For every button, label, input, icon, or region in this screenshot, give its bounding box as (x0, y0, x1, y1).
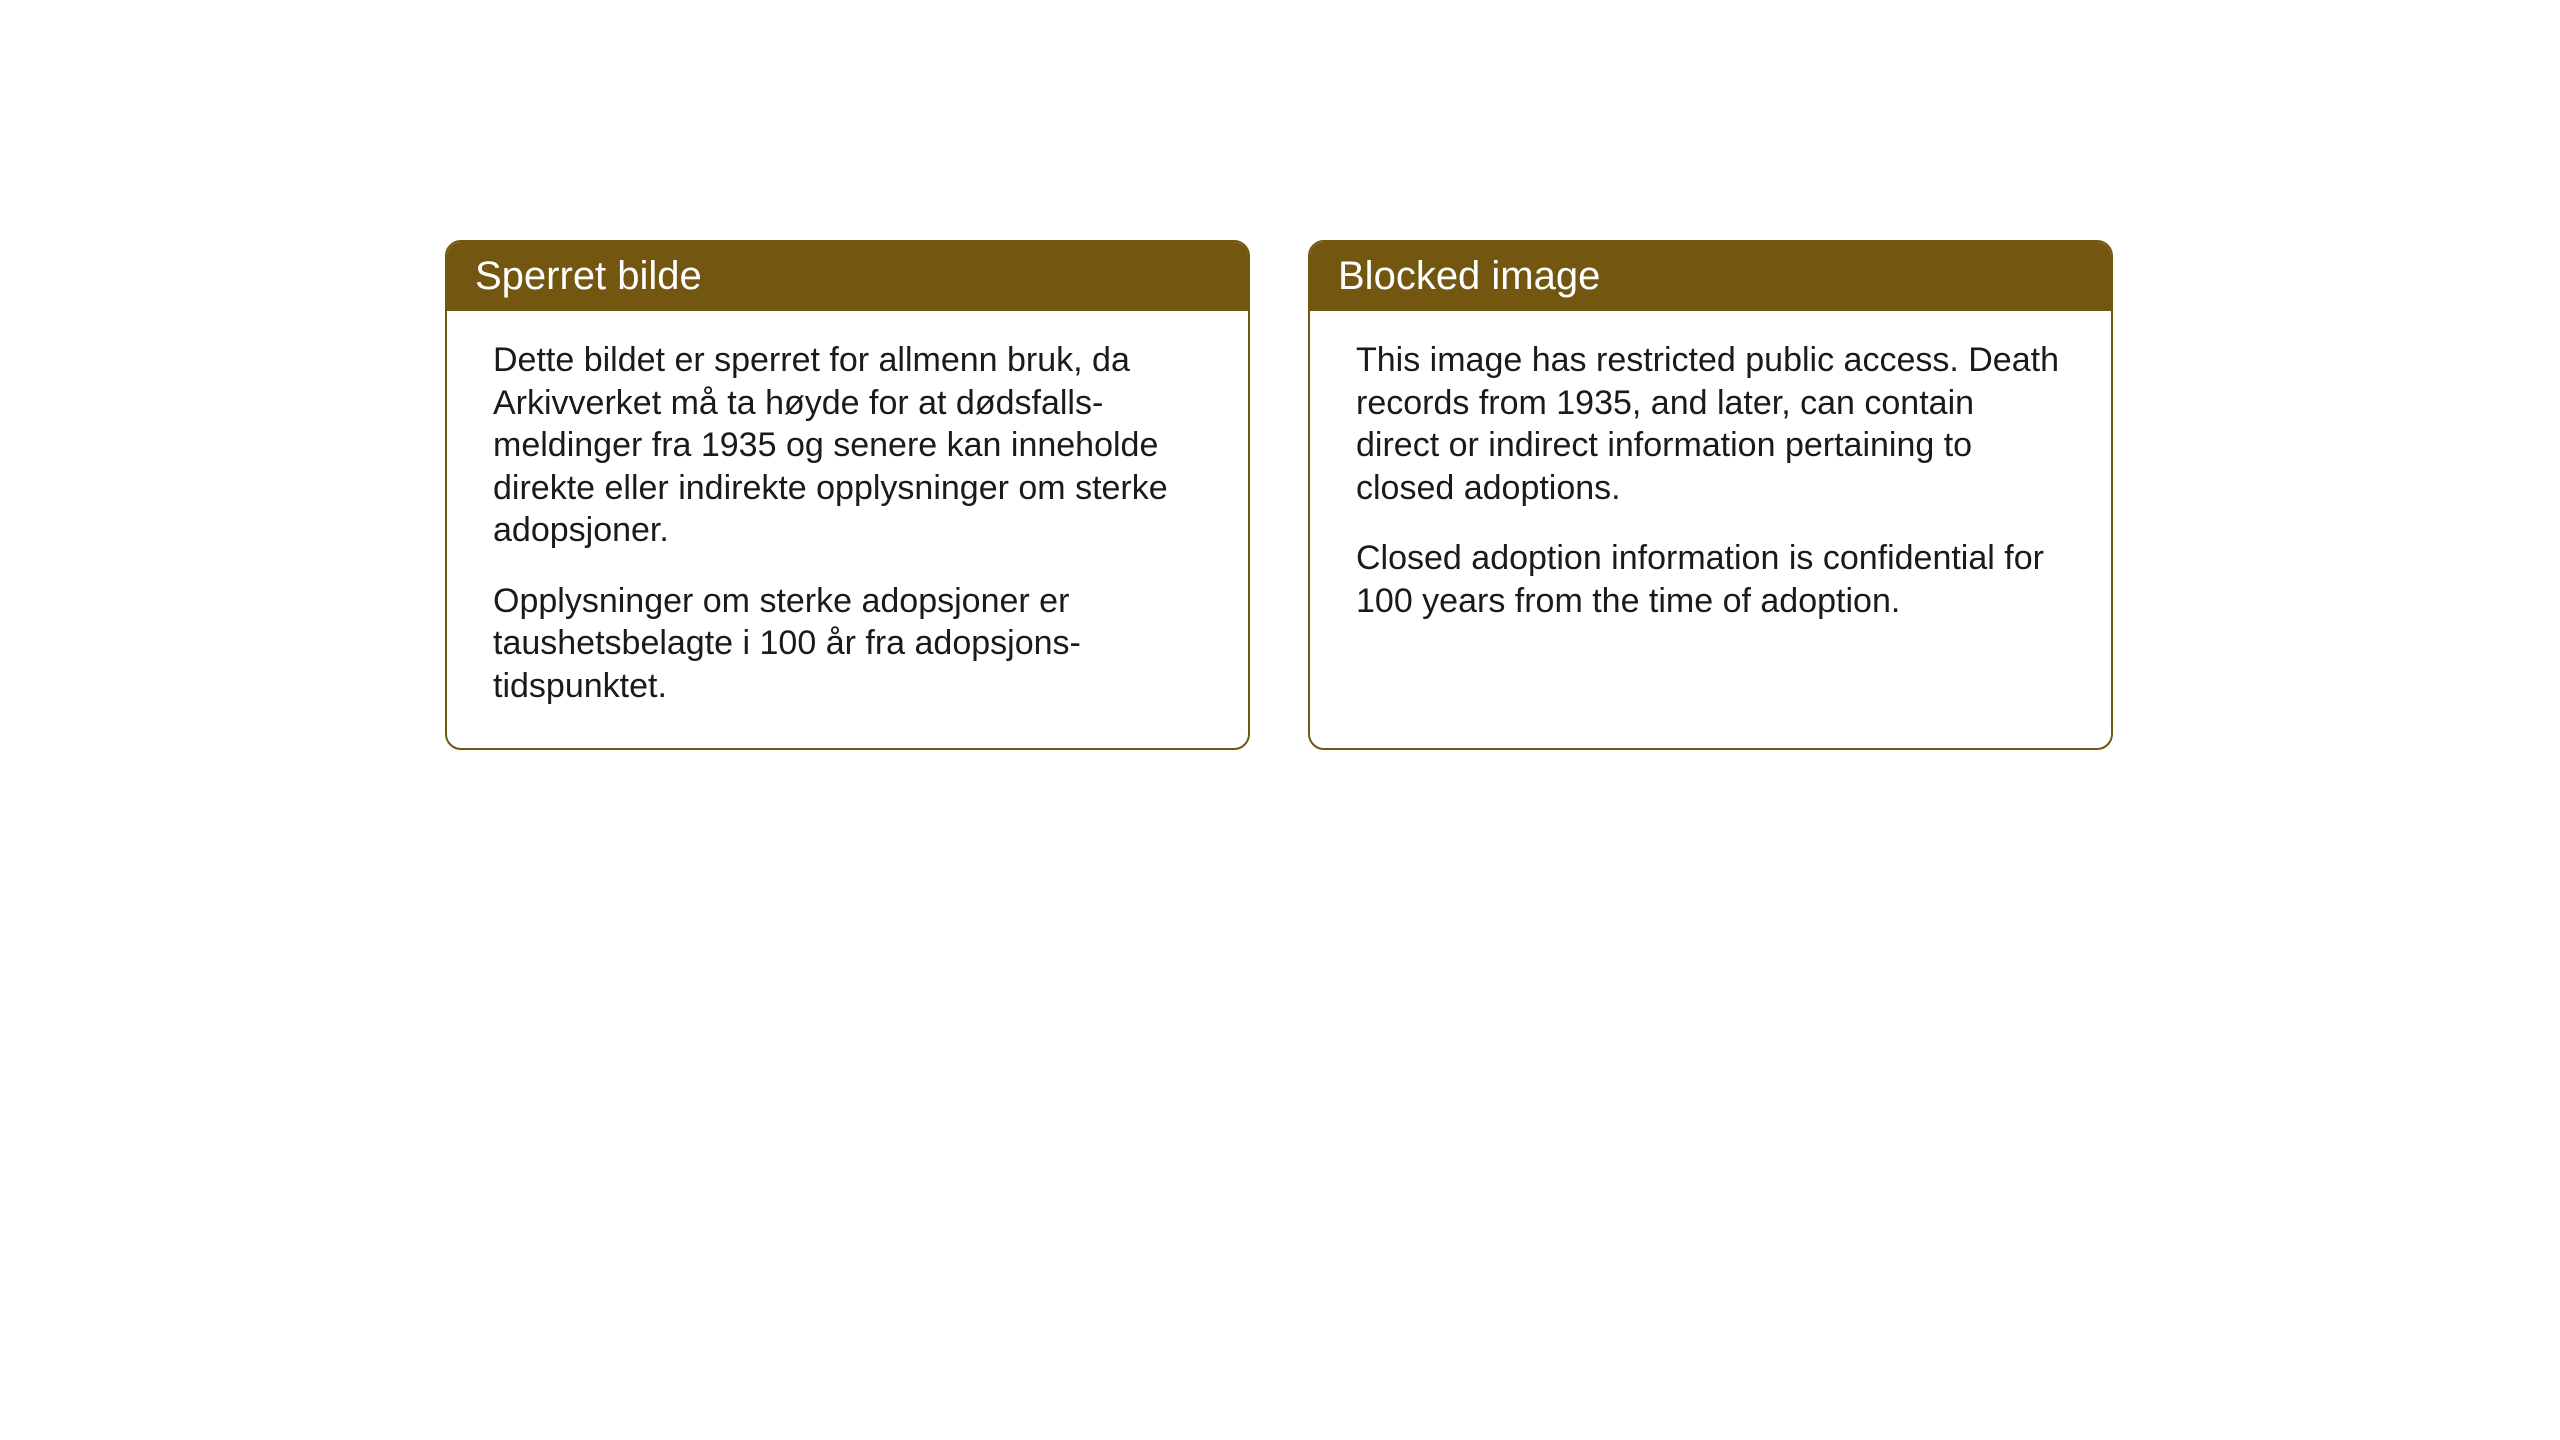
card-paragraph: Opplysninger om sterke adopsjoner er tau… (493, 580, 1202, 708)
card-header-english: Blocked image (1310, 242, 2111, 311)
card-header-norwegian: Sperret bilde (447, 242, 1248, 311)
card-paragraph: This image has restricted public access.… (1356, 339, 2065, 509)
notice-card-norwegian: Sperret bilde Dette bildet er sperret fo… (445, 240, 1250, 750)
notice-card-english: Blocked image This image has restricted … (1308, 240, 2113, 750)
card-title: Sperret bilde (475, 254, 702, 298)
card-title: Blocked image (1338, 254, 1600, 298)
card-body-english: This image has restricted public access.… (1310, 311, 2111, 658)
card-body-norwegian: Dette bildet er sperret for allmenn bruk… (447, 311, 1248, 743)
card-paragraph: Closed adoption information is confident… (1356, 537, 2065, 622)
card-paragraph: Dette bildet er sperret for allmenn bruk… (493, 339, 1202, 552)
notice-cards-container: Sperret bilde Dette bildet er sperret fo… (445, 240, 2113, 750)
